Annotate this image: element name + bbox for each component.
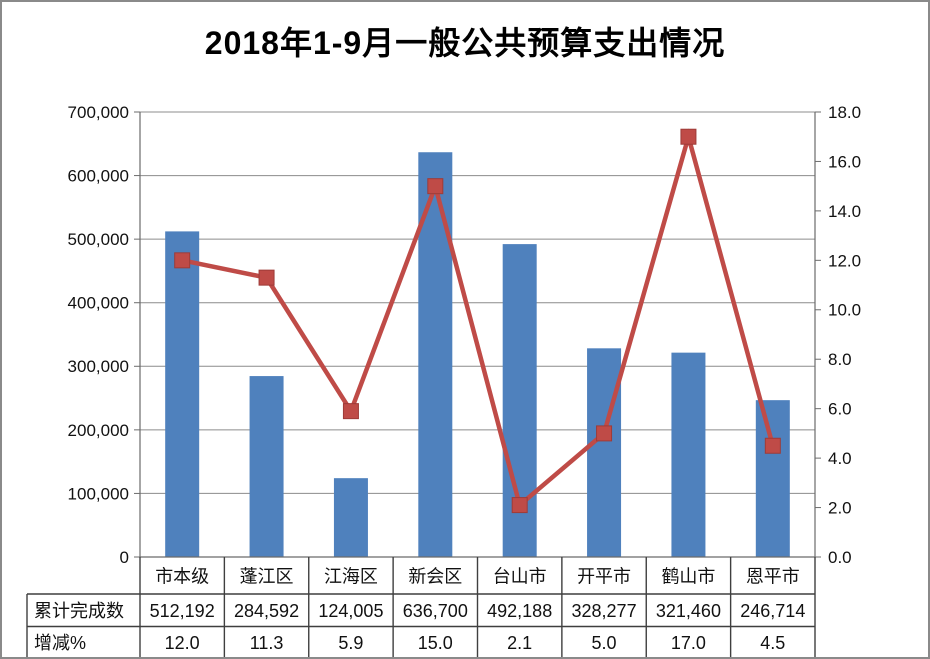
- category-label: 新会区: [408, 566, 462, 586]
- bar-江海区: [333, 478, 368, 557]
- chart-title: 2018年1-9月一般公共预算支出情况: [204, 25, 726, 61]
- table-cell: 512,192: [150, 601, 215, 621]
- bar-蓬江区: [249, 376, 284, 557]
- table-cell: 17.0: [671, 633, 706, 653]
- marker-新会区: [427, 178, 444, 195]
- category-label: 市本级: [155, 566, 209, 586]
- left-axis-label: 100,000: [68, 484, 129, 503]
- category-label: 开平市: [577, 566, 631, 586]
- left-axis-label: 700,000: [68, 103, 129, 122]
- right-axis-label: 0.0: [828, 548, 852, 567]
- category-label: 台山市: [493, 566, 547, 586]
- table-row-label: 累计完成数: [34, 601, 124, 621]
- marker-江海区: [342, 403, 359, 420]
- category-label: 蓬江区: [240, 566, 294, 586]
- table-cell: 321,460: [656, 601, 721, 621]
- table-cell: 11.3: [250, 633, 284, 653]
- right-axis-label: 4.0: [828, 449, 852, 468]
- marker-台山市: [511, 497, 528, 514]
- category-label: 鹤山市: [661, 566, 715, 586]
- trend-line: [181, 128, 775, 510]
- table-cell: 124,005: [318, 601, 383, 621]
- table-cell: 492,188: [487, 601, 552, 621]
- bar-恩平市: [755, 400, 790, 557]
- right-axis-label: 16.0: [828, 152, 861, 171]
- right-axis-label: 10.0: [828, 301, 861, 320]
- table-cell: 2.1: [507, 633, 532, 653]
- bar-鹤山市: [671, 352, 706, 557]
- table-cell: 15.0: [418, 633, 453, 653]
- table-cell: 4.5: [760, 633, 785, 653]
- right-axis-label: 14.0: [828, 202, 861, 221]
- category-label: 江海区: [324, 566, 378, 586]
- marker-蓬江区: [258, 269, 275, 286]
- left-axis-label: 500,000: [68, 230, 129, 249]
- right-axis-label: 2.0: [828, 499, 852, 518]
- table-row-label: 增减%: [34, 633, 86, 653]
- left-axis-label: 300,000: [68, 357, 129, 376]
- table-cell: 12.0: [165, 633, 200, 653]
- marker-市本级: [174, 252, 191, 269]
- left-axis-label: 0: [120, 548, 129, 567]
- marker-开平市: [596, 425, 613, 442]
- table-cell: 5.9: [338, 633, 363, 653]
- table-cell: 284,592: [234, 601, 299, 621]
- left-axis-label: 400,000: [68, 294, 129, 313]
- bar-开平市: [587, 348, 622, 557]
- left-axis-label: 600,000: [68, 167, 129, 186]
- table-cell: 5.0: [592, 633, 617, 653]
- marker-恩平市: [764, 437, 781, 454]
- right-axis-label: 8.0: [828, 350, 852, 369]
- table-cell: 636,700: [403, 601, 468, 621]
- category-label: 恩平市: [746, 566, 800, 586]
- right-axis-label: 12.0: [828, 251, 861, 270]
- table-cell: 246,714: [740, 601, 805, 621]
- table-cell: 328,277: [572, 601, 637, 621]
- left-axis-label: 200,000: [68, 421, 129, 440]
- right-axis-label: 18.0: [828, 103, 861, 122]
- bar-市本级: [165, 231, 200, 558]
- right-axis-label: 6.0: [828, 400, 852, 419]
- marker-鹤山市: [680, 128, 697, 145]
